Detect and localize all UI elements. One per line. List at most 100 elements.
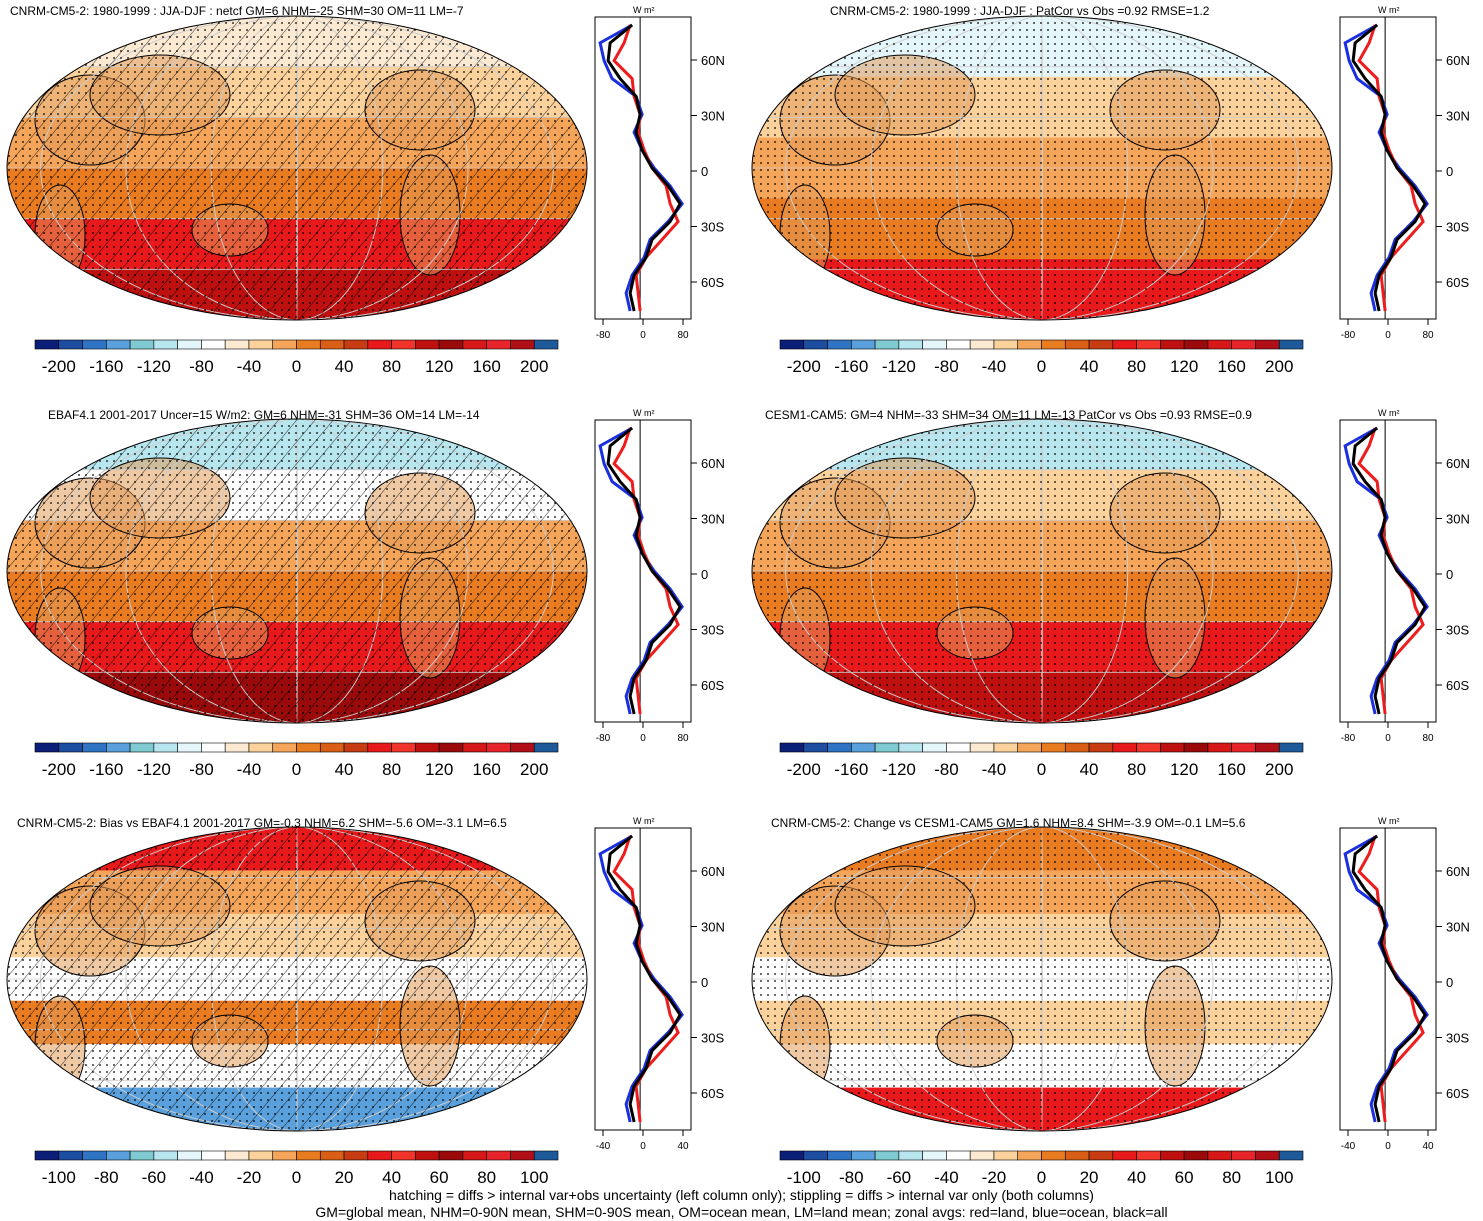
colorbar-swatch xyxy=(993,742,1019,753)
colorbar-label: 0 xyxy=(1037,760,1046,779)
colorbar-label: 160 xyxy=(472,357,500,376)
colorbar-swatch xyxy=(1278,742,1304,753)
map-border xyxy=(6,418,588,724)
colorbar-swatch xyxy=(272,339,297,350)
map-border xyxy=(751,418,1333,724)
panel-title: CNRM-CM5-2: 1980-1999 : JJA-DJF : netcf … xyxy=(10,4,464,18)
panel-1: CNRM-CM5-2: 1980-1999 : JJA-DJF : netcf … xyxy=(0,0,740,385)
colorbar-label: -120 xyxy=(882,760,916,779)
colorbar-swatch xyxy=(319,742,345,753)
colorbar-swatch xyxy=(296,742,321,753)
hatching xyxy=(7,16,587,320)
colorbar-label: 60 xyxy=(1175,1168,1194,1187)
colorbar-swatch xyxy=(296,339,321,350)
zonal-mean-line xyxy=(606,426,682,715)
panel-4: CESM1-CAM5: GM=4 NHM=-33 SHM=34 OM=11 LM… xyxy=(745,403,1483,788)
colorbar-swatch xyxy=(1255,339,1280,350)
colorbar-swatch xyxy=(874,1150,900,1161)
zonal-x-label: -80 xyxy=(1341,733,1356,744)
colorbar-swatch xyxy=(248,742,274,753)
colorbar-label: 160 xyxy=(472,760,500,779)
colorbar-swatch xyxy=(510,339,535,350)
colorbar-swatch xyxy=(34,742,60,753)
colorbar-label: -80 xyxy=(839,1168,864,1187)
colorbar-label: -120 xyxy=(137,357,171,376)
lat-label: 0 xyxy=(1446,164,1453,179)
colorbar-swatch xyxy=(1278,339,1304,350)
colorbar-swatch xyxy=(969,1150,995,1161)
colorbar-swatch xyxy=(201,742,226,753)
colorbar-swatch xyxy=(296,1150,321,1161)
lat-label: 60N xyxy=(1446,456,1470,471)
colorbar-swatch xyxy=(319,339,345,350)
zonal-mean-line xyxy=(606,23,682,312)
colorbar-swatch xyxy=(34,339,60,350)
lat-label: 60S xyxy=(1446,1086,1469,1101)
colorbar-label: 200 xyxy=(520,357,548,376)
colorbar-swatch xyxy=(177,742,202,753)
colorbar-swatch xyxy=(993,1150,1019,1161)
lat-label: 60N xyxy=(701,53,725,68)
colorbar-label: 120 xyxy=(1170,760,1198,779)
colorbar-swatch xyxy=(486,339,511,350)
lat-label: 60S xyxy=(701,1086,724,1101)
colorbar-swatch xyxy=(1160,339,1185,350)
footer-line-1: hatching = diffs > internal var+obs unce… xyxy=(389,1187,1094,1203)
zonal-x-label: 40 xyxy=(677,1141,689,1152)
colorbar-swatch xyxy=(922,339,947,350)
colorbar-swatch xyxy=(533,742,559,753)
map-panel: -200 -160 -120 -80 -40 0 40 80 120 160 200 W m² 60N 3… xyxy=(6,5,725,376)
hatching xyxy=(7,827,587,1131)
colorbar-swatch xyxy=(201,1150,226,1161)
zonal-x-label: 0 xyxy=(640,330,646,341)
colorbar-swatch xyxy=(827,1150,852,1161)
colorbar-swatch xyxy=(1255,1150,1280,1161)
colorbar-swatch xyxy=(510,1150,535,1161)
colorbar-swatch xyxy=(272,1150,297,1161)
colorbar-swatch xyxy=(898,339,923,350)
colorbar-swatch xyxy=(343,339,369,350)
lat-label: 30S xyxy=(701,1031,724,1046)
colorbar-swatch xyxy=(153,742,178,753)
lat-label: 30S xyxy=(701,220,724,235)
colorbar-label: 80 xyxy=(477,1168,496,1187)
panel-title: CESM1-CAM5: GM=4 NHM=-33 SHM=34 OM=11 LM… xyxy=(765,408,1252,422)
colorbar-label: 120 xyxy=(425,357,453,376)
colorbar-swatch xyxy=(946,1150,971,1161)
lat-label: 30S xyxy=(1446,220,1469,235)
colorbar-swatch xyxy=(898,1150,923,1161)
colorbar-label: -160 xyxy=(89,760,123,779)
colorbar-swatch xyxy=(1064,742,1090,753)
colorbar-swatch xyxy=(106,339,131,350)
colorbar-swatch xyxy=(1017,339,1042,350)
colorbar-label: 160 xyxy=(1217,357,1245,376)
panel-title: CNRM-CM5-2: Bias vs EBAF4.1 2001-2017 GM… xyxy=(17,816,507,830)
zonal-units: W m² xyxy=(633,816,655,826)
colorbar-swatch xyxy=(827,339,852,350)
colorbar-swatch xyxy=(1088,742,1114,753)
zonal-x-label: 80 xyxy=(1422,330,1434,341)
colorbar-label: -160 xyxy=(834,760,868,779)
lat-label: 60S xyxy=(1446,275,1469,290)
map-panel: -200 -160 -120 -80 -40 0 40 80 120 160 200 W m² 60N 3… xyxy=(751,5,1470,376)
map-border xyxy=(751,826,1333,1132)
colorbar-swatch xyxy=(153,339,178,350)
colorbar-label: 40 xyxy=(382,1168,401,1187)
zonal-x-label: 80 xyxy=(1422,733,1434,744)
colorbar-label: 80 xyxy=(1127,357,1146,376)
map-field xyxy=(752,827,1332,1131)
lat-label: 60N xyxy=(1446,53,1470,68)
colorbar-swatch xyxy=(343,742,369,753)
panel-5: CNRM-CM5-2: Bias vs EBAF4.1 2001-2017 GM… xyxy=(0,811,740,1191)
lat-label: 30S xyxy=(701,623,724,638)
hatching xyxy=(7,419,587,723)
colorbar-swatch xyxy=(129,1150,155,1161)
lat-label: 30S xyxy=(1446,623,1469,638)
colorbar-swatch xyxy=(1112,339,1137,350)
colorbar-swatch xyxy=(1112,742,1137,753)
colorbar-swatch xyxy=(1231,339,1256,350)
colorbar-label: -160 xyxy=(89,357,123,376)
colorbar-label: -80 xyxy=(934,357,959,376)
colorbar-swatch xyxy=(177,1150,202,1161)
colorbar-label: -200 xyxy=(787,760,821,779)
